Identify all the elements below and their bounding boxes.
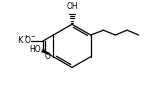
Polygon shape [41, 49, 53, 57]
Text: HO: HO [30, 45, 41, 54]
Text: O: O [44, 52, 50, 61]
Text: O: O [24, 36, 30, 45]
Text: K: K [17, 36, 22, 45]
Text: +: + [23, 33, 28, 39]
Text: −: − [31, 33, 35, 39]
Text: OH: OH [66, 2, 78, 11]
